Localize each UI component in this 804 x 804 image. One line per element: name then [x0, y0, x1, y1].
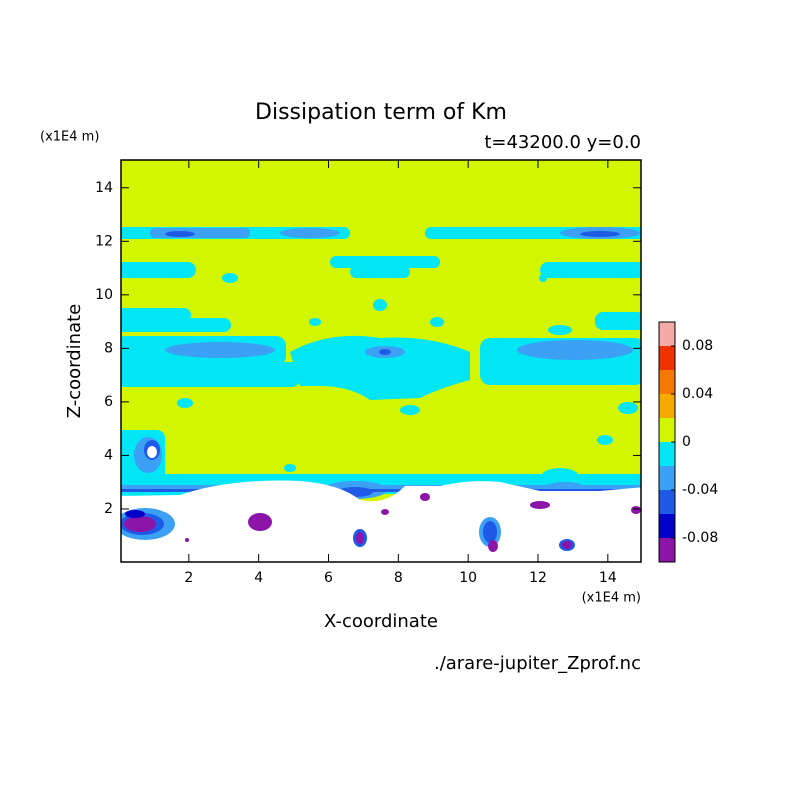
contour-region: [483, 521, 497, 543]
contour-region: [373, 299, 387, 311]
contour-region: [539, 274, 547, 282]
x-tick-label: 8: [394, 570, 403, 586]
y-tick-label: 12: [95, 233, 113, 249]
contour-region: [124, 516, 156, 532]
contour-region: [631, 506, 641, 514]
contour-region: [309, 318, 321, 326]
contour-region: [356, 532, 364, 544]
x-tick-label: 2: [184, 570, 193, 586]
colorbar-swatch: [659, 514, 675, 538]
contour-region: [420, 493, 430, 501]
contour-field: [121, 160, 641, 562]
colorbar-label: -0.08: [682, 530, 718, 546]
x-tick-label: 4: [254, 570, 263, 586]
colorbar-swatch: [659, 394, 675, 418]
contour-region: [350, 266, 410, 278]
contour-region: [121, 262, 196, 278]
colorbar-label: 0: [682, 434, 691, 450]
colorbar-swatch: [659, 442, 675, 466]
contour-region: [618, 402, 638, 414]
y-tick-label: 4: [104, 447, 113, 463]
colorbar-swatch: [659, 418, 675, 442]
contour-region: [580, 231, 620, 237]
contour-region: [488, 540, 498, 552]
contour-region: [121, 362, 301, 387]
contour-region: [430, 317, 444, 327]
contour-region: [165, 342, 275, 358]
x-tick-label: 12: [529, 570, 547, 586]
y-tick-label: 8: [104, 340, 113, 356]
colorbar-label: 0.04: [682, 386, 713, 402]
contour-region: [248, 513, 272, 531]
y-tick-label: 2: [104, 501, 113, 517]
y-tick-label: 14: [95, 180, 113, 196]
contour-region: [562, 541, 572, 549]
y-tick-label: 6: [104, 394, 113, 410]
x-tick-label: 14: [599, 570, 617, 586]
colorbar-swatch: [659, 466, 675, 490]
contour-region: [165, 231, 195, 237]
x-tick-label: 10: [459, 570, 477, 586]
contour-region: [280, 228, 340, 238]
colorbar-label: -0.04: [682, 482, 718, 498]
contour-region: [177, 398, 193, 408]
contour-region: [125, 510, 145, 518]
contour-region: [540, 262, 641, 278]
chart-title: Dissipation term of Km: [255, 100, 507, 125]
colorbar-swatch: [659, 490, 675, 514]
below-range: [121, 480, 641, 562]
contour-region: [290, 335, 470, 400]
contour-region: [517, 340, 633, 360]
colorbar-swatch: [659, 370, 675, 394]
source-file: ./arare-jupiter_Zprof.nc: [434, 653, 641, 674]
y-tick-label: 10: [95, 287, 113, 303]
contour-region: [548, 325, 572, 335]
x-tick-label: 6: [324, 570, 333, 586]
contour-region: [595, 312, 641, 330]
y-axis-label: Z-coordinate: [64, 304, 85, 419]
contour-region: [222, 273, 238, 283]
below-range: [147, 446, 157, 458]
contour-region: [185, 538, 189, 542]
contour-region: [330, 256, 440, 268]
contour-region: [530, 501, 550, 509]
contour-region: [150, 228, 250, 238]
contour-region: [400, 405, 420, 415]
contour-region: [381, 509, 389, 515]
contour-region: [597, 435, 613, 445]
contour-region: [379, 349, 391, 355]
x-unit: (x1E4 m): [582, 591, 641, 606]
plot-frame: [120, 159, 642, 563]
colorbar-swatch: [659, 346, 675, 370]
colorbar-label: 0.08: [682, 338, 713, 354]
chart-subtitle: t=43200.0 y=0.0: [484, 132, 641, 153]
x-axis-label: X-coordinate: [324, 611, 438, 632]
contour-region: [121, 489, 641, 492]
contour-region: [121, 318, 231, 332]
colorbar-swatch: [659, 538, 675, 562]
y-unit: (x1E4 m): [40, 130, 99, 145]
colorbar-swatch: [659, 322, 675, 346]
contour-region: [284, 464, 296, 472]
